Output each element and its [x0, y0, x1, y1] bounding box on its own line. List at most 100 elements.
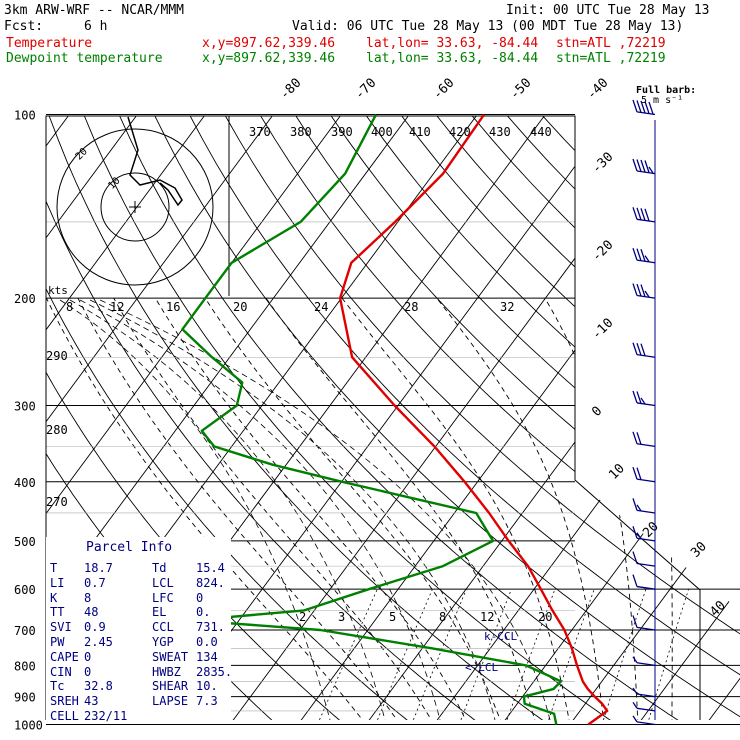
speed-contour-line: [69, 299, 386, 720]
isotherm-line: [229, 116, 682, 720]
wind-barb-flag: [632, 687, 638, 695]
dry-adiabat-line: [646, 116, 740, 720]
theta-label: 280: [46, 423, 68, 437]
wind-barb-staff: [636, 170, 656, 175]
valid-time: Valid: 06 UTC Tue 28 May 13 (00 MDT Tue …: [292, 19, 684, 34]
pressure-tick-label: 700: [14, 624, 36, 638]
wind-barb-staff: [636, 626, 656, 631]
parcel-info-key: SREH: [50, 694, 79, 709]
isotherm-label: -30: [589, 150, 616, 177]
parcel-info-value: 0.: [196, 605, 211, 620]
wind-barb-staff: [636, 294, 656, 299]
wind-barb-flag: [632, 431, 638, 444]
model-title: 3km ARW-WRF -- NCAR/MMM: [4, 3, 185, 18]
legend-dewpoint: Dewpoint temperature: [6, 51, 163, 66]
pressure-tick-label: 200: [14, 292, 36, 306]
parcel-info-key: YGP: [152, 635, 174, 649]
isotherm-line: [705, 116, 740, 720]
parcel-info-value: 43: [84, 694, 99, 709]
wind-barb-flag: [636, 432, 642, 445]
wind-barb-staff: [636, 259, 656, 264]
wind-barb-staff: [636, 585, 656, 590]
parcel-info-key: CAPE: [50, 649, 79, 664]
moist-adiabat-line: [46, 297, 367, 720]
legend-temperature-xy: x,y=897.62,339.46: [202, 36, 336, 51]
wind-barb-flag: [632, 574, 638, 587]
theta-label: 390: [331, 125, 353, 139]
wind-barb-flag: [632, 656, 638, 664]
wind-barb-staff: [636, 478, 656, 483]
isotherm-label: 0: [589, 404, 605, 420]
parcel-info-key: LI: [50, 575, 65, 590]
wind-barb-flag: [644, 290, 650, 298]
theta-label: 270: [46, 495, 68, 509]
dry-adiabat-line: [189, 116, 740, 720]
wind-barb-flag: [632, 701, 638, 709]
parcel-info-value: 232/11: [84, 709, 128, 723]
hodograph-origin: [129, 201, 141, 213]
parcel-info-value: 7.3: [196, 694, 218, 709]
wind-barb-flag: [632, 247, 638, 261]
temperature-line: [338, 113, 609, 726]
wind-barb-flag: [632, 551, 638, 564]
wind-barb-flag: [636, 532, 642, 540]
moist-adiabat-line: [154, 297, 469, 720]
parcel-info-box: [46, 537, 231, 720]
wind-barb-flag: [632, 498, 638, 511]
isotherm-label: 10: [606, 461, 628, 483]
isotherm-label: 30: [688, 539, 710, 561]
wind-barb-staff: [636, 693, 656, 698]
isotherm-line: [501, 116, 740, 720]
theta-label: 400: [371, 125, 393, 139]
wind-barb-staff: [636, 111, 656, 116]
wind-barb-flag: [640, 159, 646, 173]
pressure-tick-label: 800: [14, 659, 36, 673]
parcel-info-key: CCL: [152, 620, 174, 635]
dry-adiabat-line: [224, 116, 740, 720]
isotherm-line: [46, 116, 342, 720]
parcel-info-key: SVI: [50, 620, 72, 635]
pressure-tick-label: 900: [14, 691, 36, 705]
wind-barb-flag: [636, 248, 642, 261]
parcel-info-value: 18.7: [84, 561, 113, 575]
speed-contour-label: 20: [233, 300, 247, 314]
hodograph-trace: [127, 116, 183, 207]
mixing-ratio-label: 12: [480, 610, 494, 624]
parcel-info-key: Td: [152, 561, 167, 575]
wind-barb-staff: [636, 721, 656, 726]
theta-label: 410: [409, 125, 431, 139]
wind-barb-flag: [640, 343, 646, 356]
mixing-ratio-label: 20: [538, 610, 552, 624]
wind-barb-flag: [648, 166, 654, 174]
wind-barb-staff: [636, 354, 656, 358]
speed-contour-label: 28: [404, 300, 418, 314]
isotherm-label: 40: [707, 598, 729, 620]
wind-barb-staff: [636, 662, 656, 667]
isotherm-label: -50: [507, 76, 534, 103]
wind-barbs: [632, 99, 656, 726]
parcel-info-key: T: [50, 561, 58, 575]
speed-contour-label: 16: [166, 300, 180, 314]
wind-barb-staff: [636, 537, 656, 542]
legend-temperature-station: stn=ATL ,72219: [556, 36, 666, 51]
dry-adiabat-line: [576, 116, 740, 720]
isotherm-line: [46, 116, 138, 720]
wind-barb-flag: [636, 207, 642, 221]
mixing-ratio-label: 3: [338, 610, 345, 624]
parcel-info-key: PW: [50, 635, 65, 649]
mixing-ratio-line: [458, 589, 512, 720]
wind-barb-flag: [644, 160, 650, 173]
pressure-tick-label: 400: [14, 476, 36, 490]
wind-barb-flag: [632, 99, 638, 113]
parcel-info-value: 824.: [196, 575, 225, 590]
wind-barb-flag: [644, 101, 650, 114]
pressure-tick-label: 100: [14, 109, 36, 123]
parcel-info-value: 0.7: [84, 575, 106, 590]
wind-barb-flag: [632, 715, 638, 723]
isotherm-line: [46, 116, 410, 720]
dry-adiabat-line: [541, 116, 740, 720]
isotherm-label: -70: [352, 76, 379, 103]
init-time: Init: 00 UTC Tue 28 May 13: [506, 3, 710, 18]
wind-barb-flag: [632, 158, 638, 172]
